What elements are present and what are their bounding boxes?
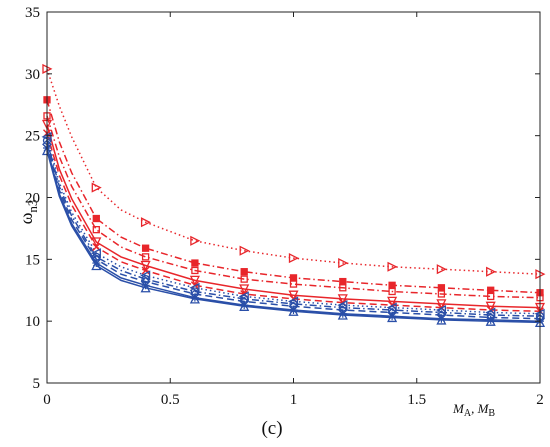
- marker-triangle-down: [91, 237, 102, 248]
- marker-triangle-right: [288, 253, 299, 264]
- x-tick-label: 1.5: [407, 392, 426, 408]
- marker-star: [388, 312, 397, 321]
- marker-square: [437, 284, 446, 292]
- x-tick-label: 2: [536, 392, 544, 408]
- marker-triangle-up: [485, 315, 496, 326]
- marker-star: [437, 314, 446, 323]
- marker-triangle-down: [387, 296, 398, 307]
- series-line: [46, 115, 541, 299]
- marker-triangle-left: [386, 302, 397, 313]
- x-tick-label: 0.5: [161, 392, 180, 408]
- marker-square-open: [141, 253, 150, 261]
- marker-square: [92, 214, 100, 223]
- series-line: [46, 68, 541, 275]
- inline-x-label: MA, MB: [452, 401, 495, 419]
- marker-square: [240, 268, 248, 276]
- marker-star: [190, 293, 199, 302]
- marker-triangle-down: [485, 301, 496, 312]
- series-line: [46, 99, 541, 294]
- plot-frame: [46, 11, 541, 384]
- y-tick-label: 30: [25, 67, 40, 83]
- y-tick-label: 15: [25, 252, 40, 268]
- marker-star: [141, 281, 150, 290]
- marker-square: [289, 274, 298, 282]
- marker-triangle-left: [238, 291, 249, 302]
- marker-triangle-left: [337, 300, 348, 311]
- inline-x-label-sub-b: B: [488, 408, 495, 419]
- marker-star: [289, 306, 298, 315]
- y-axis-label-sub: n3: [25, 200, 40, 213]
- marker-square-open: [388, 287, 396, 296]
- series-line: [46, 124, 541, 309]
- markers-group: [41, 63, 546, 328]
- marker-triangle-up: [387, 312, 398, 323]
- y-tick-label: 20: [25, 191, 40, 207]
- y-tick-label: 25: [25, 129, 40, 145]
- marker-square-open: [487, 292, 495, 301]
- marker-square-open: [240, 275, 248, 283]
- marker-star: [338, 309, 347, 318]
- series-group: [46, 68, 541, 324]
- series-line: [46, 147, 541, 322]
- marker-triangle-up: [288, 305, 299, 316]
- marker-triangle-down: [140, 260, 151, 271]
- inline-x-label-sep: , M: [471, 401, 490, 416]
- x-tick-label: 0: [43, 392, 51, 408]
- marker-triangle-right: [140, 217, 152, 228]
- marker-triangle-down: [239, 284, 250, 295]
- marker-square-open: [339, 284, 347, 292]
- marker-triangle-up: [337, 309, 348, 320]
- series-line: [46, 144, 541, 320]
- series-line: [46, 140, 541, 317]
- marker-triangle-right: [338, 257, 349, 269]
- x-tick-label: 1: [290, 392, 298, 408]
- marker-triangle-up: [436, 314, 447, 325]
- marker-triangle-up: [189, 293, 200, 304]
- y-tick-label: 10: [25, 314, 40, 330]
- y-axis-label: ωn3: [16, 200, 40, 225]
- marker-triangle-right: [436, 264, 447, 275]
- inline-x-label-m1: M: [452, 401, 465, 416]
- marker-star: [486, 315, 495, 324]
- marker-square-open: [92, 226, 100, 234]
- marker-triangle-down: [288, 290, 299, 301]
- marker-square: [339, 277, 347, 286]
- y-tick-label: 5: [33, 376, 41, 392]
- marker-triangle-up: [91, 260, 102, 271]
- marker-triangle-left: [485, 307, 496, 318]
- marker-triangle-right: [387, 261, 398, 272]
- series-line: [46, 132, 541, 313]
- marker-square-open: [437, 290, 446, 298]
- marker-star: [240, 301, 249, 310]
- marker-triangle-right: [91, 182, 102, 193]
- marker-triangle-down: [189, 275, 200, 286]
- marker-triangle-left: [288, 296, 299, 307]
- marker-triangle-right: [190, 235, 201, 246]
- marker-triangle-right: [239, 245, 250, 256]
- marker-star: [92, 259, 101, 268]
- marker-square: [141, 244, 150, 252]
- marker-triangle-down: [436, 299, 447, 310]
- marker-square-open: [289, 280, 298, 288]
- y-axis-label-main: ω: [16, 212, 36, 224]
- series-line: [46, 150, 541, 324]
- marker-square: [191, 259, 199, 267]
- marker-triangle-left: [435, 304, 447, 316]
- marker-square: [487, 286, 495, 294]
- marker-square-open: [191, 266, 199, 275]
- marker-triangle-down: [337, 294, 348, 305]
- panel-label: (c): [261, 418, 282, 439]
- marker-triangle-up: [239, 300, 250, 311]
- y-tick-label: 35: [25, 5, 40, 21]
- inline-x-label-sub-a: A: [464, 408, 472, 419]
- marker-triangle-right: [486, 266, 497, 277]
- series-line: [46, 136, 541, 315]
- marker-triangle-up: [140, 282, 151, 293]
- marker-square: [388, 281, 396, 289]
